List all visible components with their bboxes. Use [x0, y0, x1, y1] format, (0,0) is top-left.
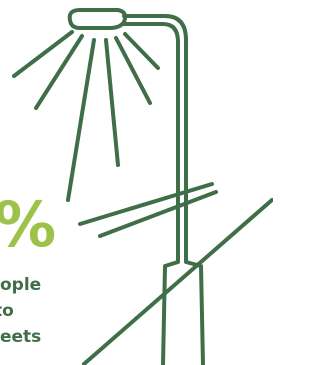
caption-line: to: [0, 301, 14, 321]
caption-line: ople: [0, 275, 41, 295]
page: % ople to eets (() => { const data = JSO…: [0, 0, 273, 365]
rays: [14, 32, 158, 200]
percent-sign: %: [0, 188, 56, 261]
illustration: % ople to eets: [0, 0, 273, 365]
caption-line: eets: [0, 327, 41, 347]
